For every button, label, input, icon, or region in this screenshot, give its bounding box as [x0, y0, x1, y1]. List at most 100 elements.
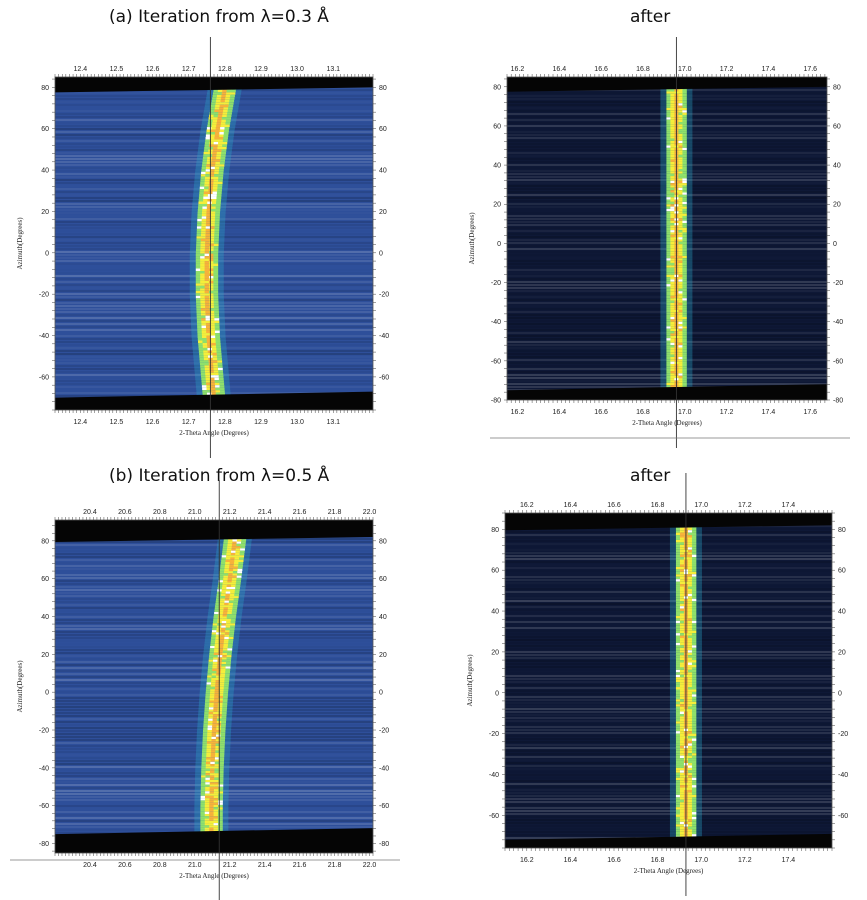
- ring-pixel: [219, 745, 225, 749]
- noise-streak: [505, 810, 832, 812]
- ring-pixel: [679, 660, 685, 663]
- ring-pixel: [214, 107, 220, 110]
- ring-pixel: [679, 797, 685, 800]
- ring-pixel: [679, 615, 685, 619]
- ring-pixel: [202, 739, 208, 742]
- ring-pixel: [197, 223, 202, 227]
- ring-pixel: [208, 181, 214, 185]
- ring-pixel: [211, 127, 217, 130]
- ring-pixel: [233, 600, 239, 603]
- y-tick-label: -80: [491, 398, 501, 405]
- x-tick-label-top: 12.8: [218, 66, 232, 73]
- ring-pixel: [204, 251, 210, 254]
- ring-pixel: [691, 804, 697, 808]
- ring-pixel: [227, 607, 233, 610]
- ring-pixel: [679, 701, 685, 705]
- ring-pixel: [219, 641, 225, 644]
- ring-pixel: [675, 745, 681, 749]
- ring-pixel: [687, 797, 693, 800]
- ring-pixel: [679, 785, 685, 788]
- ring-pixel: [675, 579, 681, 582]
- ring-pixel: [666, 265, 671, 268]
- ring-pixel: [666, 239, 671, 242]
- ring-pixel: [200, 811, 206, 815]
- ring-pixel: [210, 104, 216, 108]
- ring-pixel: [691, 760, 697, 764]
- ring-pixel: [211, 342, 217, 346]
- ring-pixel: [214, 786, 219, 790]
- ring-pixel: [200, 827, 206, 830]
- ring-pixel: [238, 559, 244, 563]
- ring-pixel: [675, 552, 681, 555]
- plot-panel-1: 16.216.216.416.416.616.616.816.817.017.0…: [468, 37, 850, 448]
- ring-pixel: [687, 689, 693, 692]
- ring-pixel: [211, 203, 217, 207]
- ring-pixel: [691, 574, 697, 577]
- noise-streak: [505, 780, 832, 782]
- ring-pixel: [220, 600, 225, 603]
- ring-pixel: [224, 682, 229, 685]
- ring-pixel: [679, 576, 685, 580]
- ring-pixel: [213, 795, 219, 799]
- ring-pixel: [212, 355, 218, 358]
- ring-pixel: [202, 392, 208, 396]
- ring-pixel: [691, 677, 697, 680]
- ring-pixel: [211, 392, 217, 396]
- ring-pixel: [687, 716, 693, 719]
- ring-pixel: [205, 786, 211, 790]
- ring-pixel: [666, 173, 671, 177]
- ring-pixel: [682, 340, 687, 343]
- ring-pixel: [213, 112, 219, 115]
- ring-pixel: [666, 117, 671, 120]
- ring-pixel: [201, 770, 206, 774]
- ring-pixel: [210, 333, 216, 336]
- ring-pixel: [233, 596, 239, 599]
- ring-pixel: [214, 328, 220, 331]
- ring-pixel: [679, 799, 685, 803]
- ring-pixel: [670, 342, 675, 346]
- y-tick-label-right: 60: [833, 123, 841, 130]
- ring-pixel: [682, 347, 687, 350]
- x-tick-label: 16.2: [511, 409, 525, 416]
- ring-pixel: [196, 233, 202, 237]
- ring-pixel: [225, 596, 230, 599]
- ring-pixel: [209, 818, 214, 821]
- ring-pixel: [678, 291, 683, 294]
- noise-streak: [505, 663, 832, 665]
- ring-pixel: [678, 143, 683, 146]
- ring-pixel: [687, 625, 693, 629]
- ring-pixel: [670, 277, 675, 280]
- ring-pixel: [212, 119, 218, 123]
- ring-pixel: [200, 290, 205, 294]
- ring-pixel: [229, 598, 234, 601]
- ring-pixel: [216, 156, 221, 160]
- ring-pixel: [214, 233, 220, 237]
- ring-pixel: [211, 347, 217, 351]
- ring-pixel: [670, 161, 675, 165]
- ring-pixel: [678, 262, 683, 266]
- ring-pixel: [691, 770, 697, 773]
- ring-pixel: [205, 226, 211, 229]
- ring-pixel: [237, 568, 243, 572]
- ring-pixel: [670, 93, 675, 97]
- ring-pixel: [213, 258, 219, 262]
- ring-pixel: [691, 738, 697, 741]
- ring-pixel: [214, 320, 220, 324]
- ring-pixel: [666, 345, 671, 348]
- ring-pixel: [666, 368, 671, 372]
- ring-pixel: [682, 366, 687, 369]
- ring-pixel: [207, 124, 213, 128]
- ring-pixel: [682, 215, 687, 219]
- noise-streak: [505, 753, 832, 755]
- ring-pixel: [204, 246, 210, 249]
- ring-pixel: [678, 234, 683, 238]
- ring-pixel: [670, 284, 675, 287]
- ring-pixel: [218, 700, 224, 703]
- noise-streak: [55, 565, 373, 567]
- ring-pixel: [208, 186, 214, 190]
- ring-pixel: [208, 718, 213, 721]
- ring-pixel: [219, 164, 225, 167]
- noise-streak: [55, 556, 373, 558]
- ring-pixel: [224, 598, 230, 601]
- plot-frame: [54, 519, 374, 854]
